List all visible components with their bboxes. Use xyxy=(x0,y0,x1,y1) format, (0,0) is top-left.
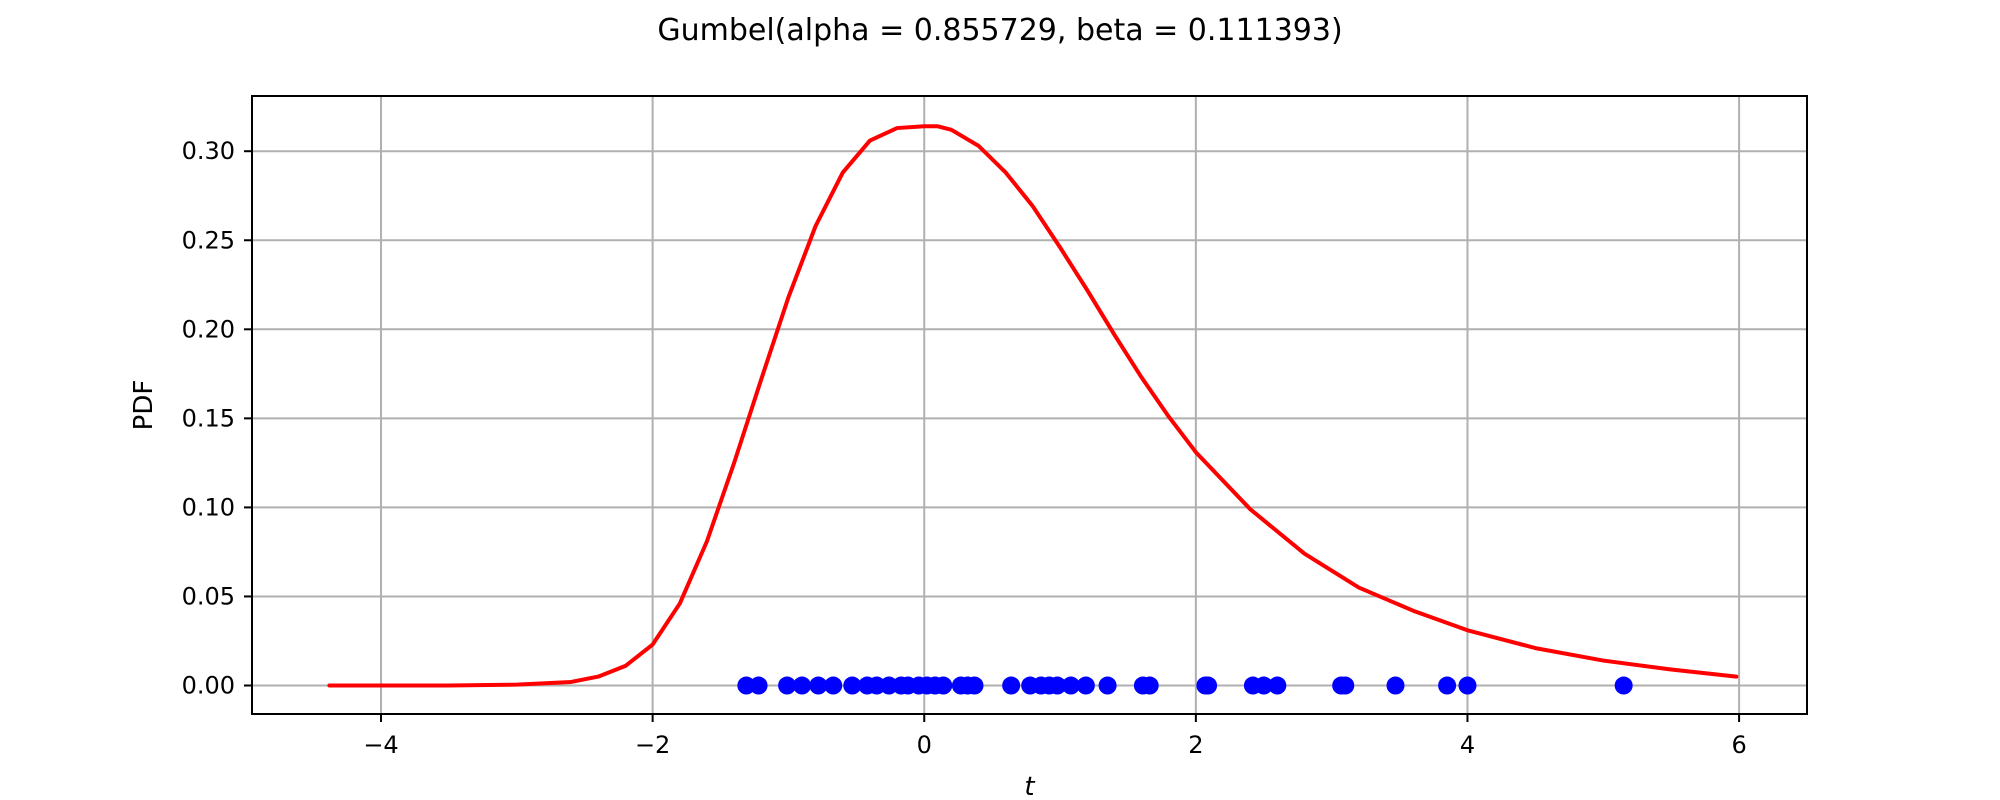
y-tick-label: 0.25 xyxy=(182,226,235,254)
y-tick-label: 0.30 xyxy=(182,137,235,165)
chart-title: Gumbel(alpha = 0.855729, beta = 0.111393… xyxy=(657,13,1342,48)
y-tick-label: 0.00 xyxy=(182,672,235,700)
sample-point xyxy=(965,676,984,695)
sample-point xyxy=(1002,676,1021,695)
y-tick-label: 0.05 xyxy=(182,582,235,610)
sample-point xyxy=(934,676,953,695)
sample-point xyxy=(1438,676,1457,695)
sample-point xyxy=(793,676,812,695)
x-axis: −4 −2 0 2 4 6 xyxy=(363,714,1747,759)
y-tick-label: 0.10 xyxy=(182,493,235,521)
sample-point xyxy=(1098,676,1117,695)
x-tick-label: 0 xyxy=(917,731,932,759)
y-tick-label: 0.20 xyxy=(182,315,235,343)
sample-point xyxy=(1614,676,1633,695)
sample-point xyxy=(1140,676,1159,695)
sample-point xyxy=(824,676,843,695)
sample-point xyxy=(843,676,862,695)
pdf-curve xyxy=(327,124,1739,688)
y-tick-label: 0.15 xyxy=(182,404,235,432)
sample-point xyxy=(749,676,768,695)
x-tick-label: 2 xyxy=(1188,731,1203,759)
sample-point xyxy=(1199,676,1218,695)
x-axis-label: t xyxy=(1024,772,1035,800)
x-tick-label: −2 xyxy=(635,731,670,759)
sample-points-layer xyxy=(737,676,1633,695)
x-tick-label: 4 xyxy=(1460,731,1475,759)
sample-point xyxy=(1386,676,1405,695)
pdf-curve-layer xyxy=(327,124,1739,688)
sample-point xyxy=(1076,676,1095,695)
sample-point xyxy=(1336,676,1355,695)
x-tick-label: −4 xyxy=(363,731,398,759)
sample-point xyxy=(1458,676,1477,695)
sample-point xyxy=(1268,676,1287,695)
sample-point xyxy=(809,676,828,695)
y-axis-label: PDF xyxy=(129,380,159,431)
sample-point xyxy=(778,676,797,695)
sample-point xyxy=(1061,676,1080,695)
x-tick-label: 6 xyxy=(1731,731,1746,759)
y-axis: 0.00 0.05 0.10 0.15 0.20 0.25 0.30 xyxy=(182,137,252,700)
sample-point xyxy=(1254,676,1273,695)
sample-point xyxy=(1048,676,1067,695)
plot-frame xyxy=(251,95,1808,715)
grid xyxy=(252,96,1807,714)
